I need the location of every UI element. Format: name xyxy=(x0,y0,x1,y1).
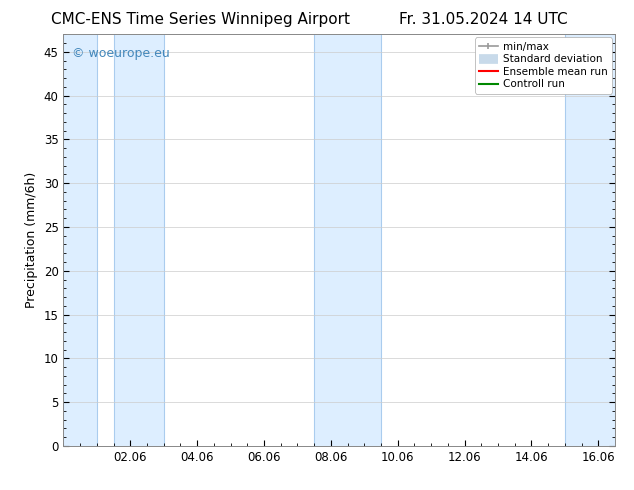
Text: CMC-ENS Time Series Winnipeg Airport: CMC-ENS Time Series Winnipeg Airport xyxy=(51,12,350,27)
Text: © woeurope.eu: © woeurope.eu xyxy=(72,47,169,60)
Legend: min/max, Standard deviation, Ensemble mean run, Controll run: min/max, Standard deviation, Ensemble me… xyxy=(475,37,612,94)
Text: Fr. 31.05.2024 14 UTC: Fr. 31.05.2024 14 UTC xyxy=(399,12,568,27)
Bar xyxy=(314,34,381,446)
Bar xyxy=(113,34,164,446)
Y-axis label: Precipitation (mm/6h): Precipitation (mm/6h) xyxy=(25,172,38,308)
Bar xyxy=(565,34,615,446)
Bar xyxy=(63,34,97,446)
